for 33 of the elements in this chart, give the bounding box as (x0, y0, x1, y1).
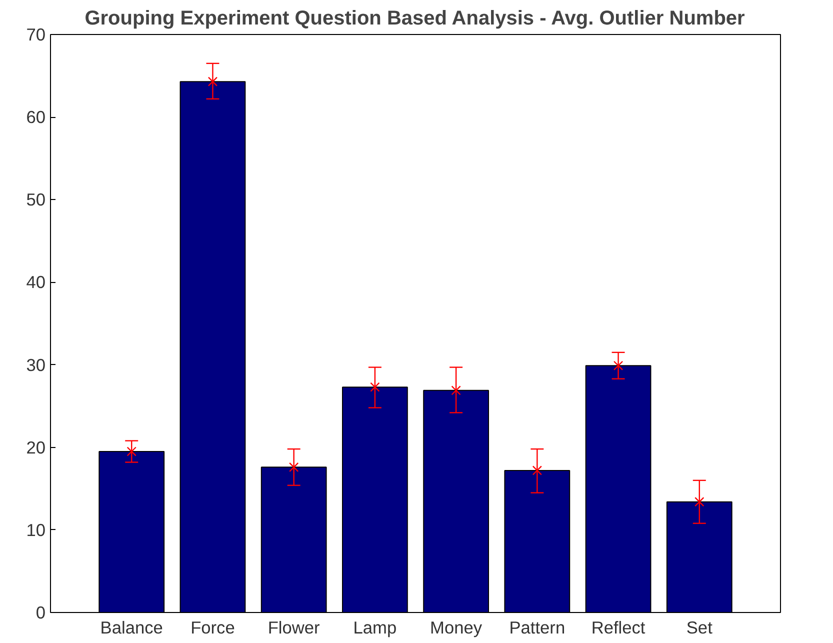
y-tick-label: 20 (26, 437, 46, 458)
x-tick-label: Lamp (353, 618, 397, 638)
y-tick-label: 40 (26, 272, 46, 292)
bar (260, 466, 327, 612)
bar (585, 365, 652, 612)
chart-title: Grouping Experiment Question Based Analysis - Avg. Outlier Number (84, 8, 746, 30)
y-tick-label: 0 (36, 602, 46, 622)
y-tick-label: 60 (26, 107, 46, 128)
x-tick-label: Reflect (591, 618, 646, 638)
x-tick-label: Balance (100, 618, 163, 638)
x-tick-label: Money (430, 618, 482, 638)
bar (504, 470, 570, 612)
bar (423, 390, 489, 612)
x-tick-label: Force (190, 618, 235, 638)
point (208, 76, 218, 86)
y-tick-label: 70 (26, 24, 46, 44)
y-tick-label: 30 (26, 354, 46, 375)
point (694, 497, 704, 507)
x-tick-label: Flower (268, 618, 320, 638)
y-tick-label: 50 (26, 190, 46, 210)
point (288, 462, 299, 472)
bar (180, 81, 246, 612)
point (532, 466, 542, 476)
bar (342, 386, 408, 612)
point (613, 360, 624, 370)
bar (98, 450, 165, 612)
point (370, 382, 380, 392)
x-tick-label: Pattern (509, 618, 566, 638)
point (126, 446, 136, 456)
bar (666, 501, 732, 612)
point (451, 386, 461, 396)
x-tick-label: Set (686, 618, 713, 638)
y-tick-label: 10 (26, 520, 46, 540)
